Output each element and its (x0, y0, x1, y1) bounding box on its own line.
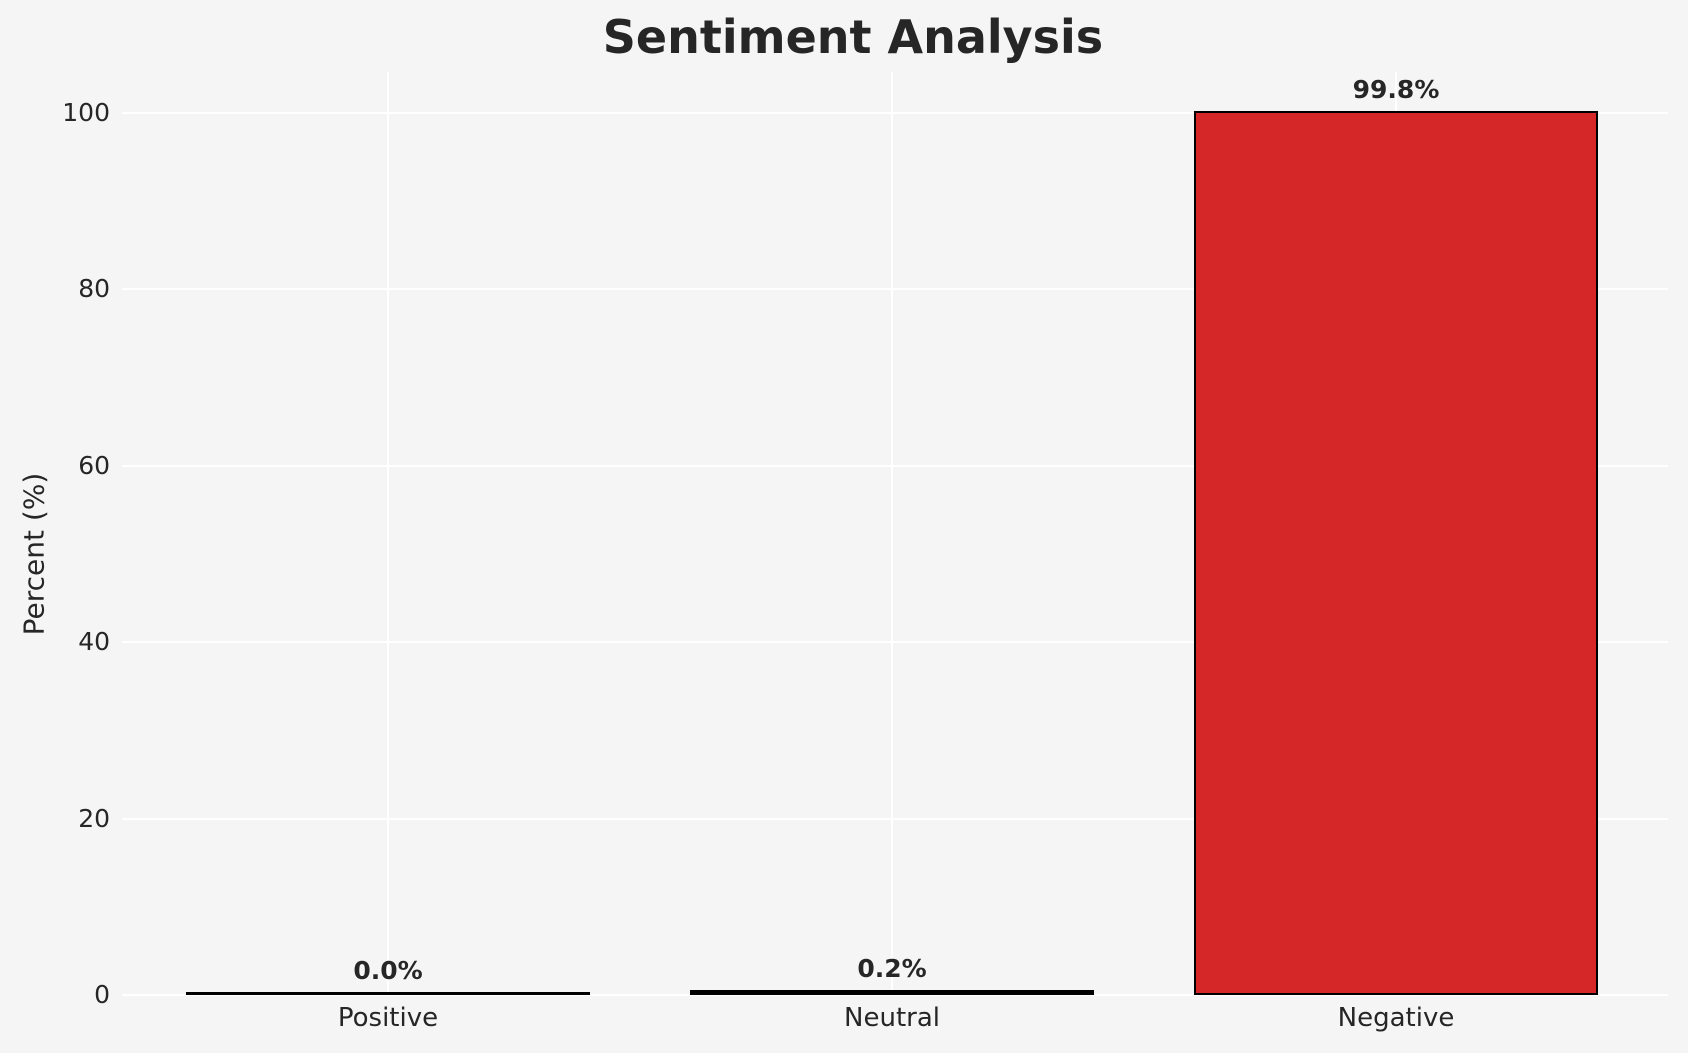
y-tick-label: 40 (78, 627, 110, 657)
x-tick-label-positive: Positive (337, 1003, 439, 1033)
vertical-gridline (387, 72, 389, 995)
x-tick-label-negative: Negative (1337, 1003, 1455, 1033)
y-tick-label: 80 (78, 274, 110, 304)
horizontal-gridline (122, 464, 1668, 467)
horizontal-gridline (122, 641, 1668, 644)
chart-title: Sentiment Analysis (602, 10, 1104, 64)
y-tick-label: 100 (62, 98, 110, 127)
value-label-neutral: 0.2% (857, 954, 927, 984)
bar-negative (1194, 110, 1598, 995)
horizontal-gridline (122, 994, 1668, 996)
value-label-negative: 99.8% (1352, 74, 1440, 104)
plot-area: 0 20 40 60 80 100 0.0% Positive 0.2% Neutral 99.8%… (62, 72, 1668, 1033)
x-tick-label-neutral: Neutral (844, 1003, 940, 1033)
value-label-positive: 0.0% (353, 956, 423, 985)
y-tick-label: 60 (78, 450, 110, 480)
y-tick-label: 20 (78, 803, 110, 833)
horizontal-gridline (122, 112, 1668, 114)
vertical-gridline (891, 72, 893, 995)
horizontal-gridline (122, 288, 1668, 291)
y-tick-label: 0 (94, 980, 110, 1009)
bar-positive (186, 992, 590, 995)
bar-neutral (690, 990, 1094, 995)
horizontal-gridline (122, 817, 1668, 820)
y-axis-label: Percent (%) (17, 472, 51, 636)
